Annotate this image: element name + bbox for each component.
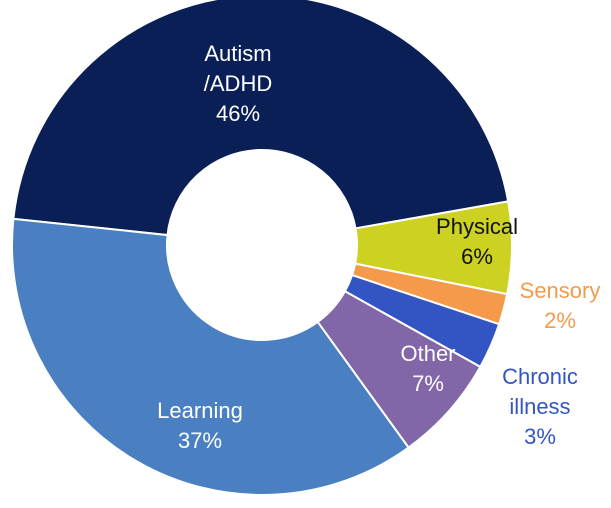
donut-slice: [11, 217, 410, 497]
value-label: 7%: [412, 371, 444, 396]
label-line: Autism: [204, 41, 271, 66]
value-label: 3%: [524, 424, 556, 449]
slice-label: Autism/ADHD 46%: [204, 41, 272, 126]
value-label: 37%: [178, 428, 222, 453]
value-label: 6%: [461, 244, 493, 269]
label-line: Other: [400, 341, 455, 366]
slice-label: Physical 6%: [436, 214, 518, 269]
label-line: illness: [509, 394, 570, 419]
label-line: Learning: [157, 398, 243, 423]
value-label: 2%: [544, 308, 576, 333]
label-line: Chronic: [502, 364, 578, 389]
label-line: Physical: [436, 214, 518, 239]
value-label: 46%: [216, 101, 260, 126]
slice-label: Other 7%: [400, 341, 455, 396]
slice-label: Chronic illness 3%: [502, 364, 578, 449]
label-line: Sensory: [520, 278, 601, 303]
slice-label: Learning 37%: [157, 398, 243, 453]
slice-label: Sensory 2%: [520, 278, 601, 333]
label-line: /ADHD: [204, 71, 272, 96]
donut-slice: [12, 0, 510, 237]
